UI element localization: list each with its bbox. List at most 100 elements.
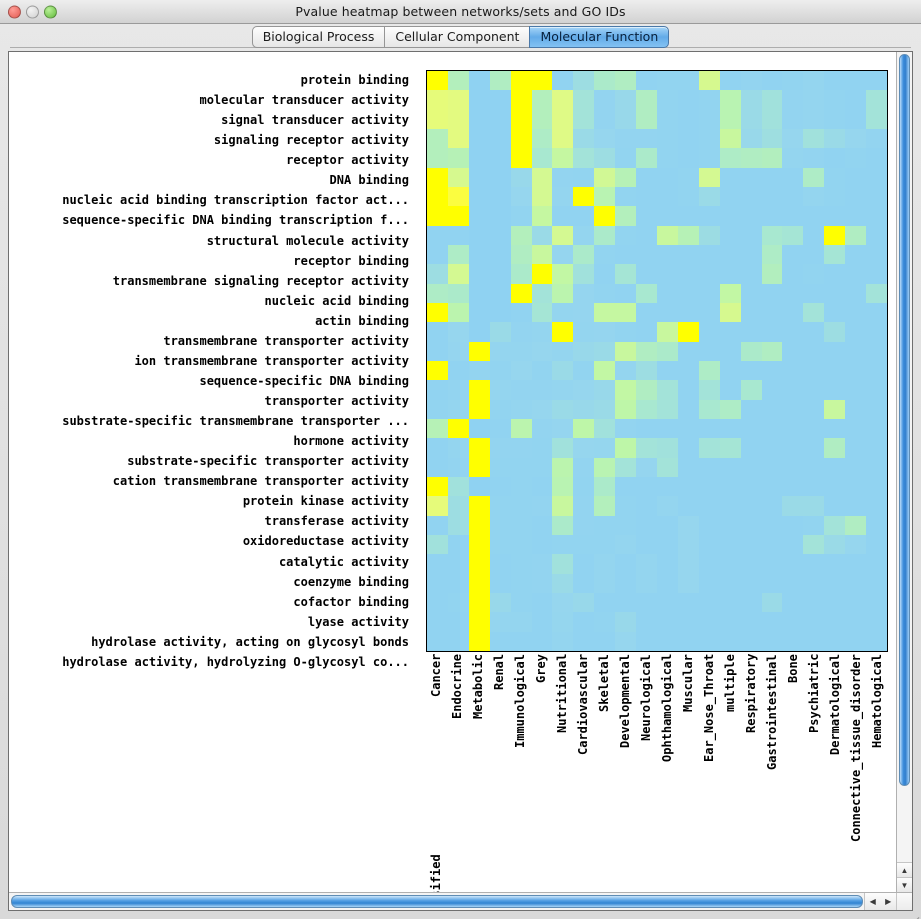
heatmap-cell[interactable] bbox=[866, 302, 887, 323]
heatmap-cell[interactable] bbox=[803, 128, 825, 149]
heatmap-cell[interactable] bbox=[740, 573, 762, 593]
heatmap-cell[interactable] bbox=[803, 438, 825, 458]
heatmap-cell[interactable] bbox=[656, 90, 678, 110]
heatmap-cell[interactable] bbox=[636, 476, 657, 497]
heatmap-cell[interactable] bbox=[719, 554, 741, 574]
heatmap-cell[interactable] bbox=[636, 283, 657, 303]
heatmap-cell[interactable] bbox=[636, 380, 657, 400]
heatmap-cell[interactable] bbox=[803, 360, 825, 381]
heatmap-cell[interactable] bbox=[740, 360, 762, 381]
heatmap-cell[interactable] bbox=[740, 302, 762, 323]
heatmap-cell[interactable] bbox=[510, 341, 532, 361]
heatmap-cell[interactable] bbox=[573, 496, 595, 516]
heatmap-cell[interactable] bbox=[698, 554, 720, 574]
heatmap-cell[interactable] bbox=[782, 554, 804, 574]
heatmap-cell[interactable] bbox=[531, 283, 553, 303]
heatmap-cell[interactable] bbox=[719, 496, 741, 516]
heatmap-cell[interactable] bbox=[824, 264, 846, 284]
heatmap-cell[interactable] bbox=[677, 264, 699, 284]
heatmap-cell[interactable] bbox=[531, 109, 553, 129]
heatmap-grid[interactable] bbox=[426, 70, 888, 652]
heatmap-cell[interactable] bbox=[761, 302, 783, 323]
heatmap-cell[interactable] bbox=[866, 90, 887, 110]
heatmap-cell[interactable] bbox=[468, 225, 490, 245]
heatmap-cell[interactable] bbox=[552, 399, 574, 419]
heatmap-cell[interactable] bbox=[615, 167, 637, 187]
heatmap-cell[interactable] bbox=[552, 71, 574, 91]
heatmap-cell[interactable] bbox=[782, 264, 804, 284]
heatmap-cell[interactable] bbox=[427, 71, 448, 91]
heatmap-cell[interactable] bbox=[427, 148, 448, 168]
heatmap-cell[interactable] bbox=[656, 631, 678, 651]
heatmap-cell[interactable] bbox=[845, 109, 867, 129]
heatmap-cell[interactable] bbox=[510, 438, 532, 458]
heatmap-cell[interactable] bbox=[866, 128, 887, 149]
heatmap-cell[interactable] bbox=[719, 360, 741, 381]
heatmap-cell[interactable] bbox=[489, 457, 511, 477]
heatmap-cell[interactable] bbox=[510, 109, 532, 129]
heatmap-cell[interactable] bbox=[824, 496, 846, 516]
heatmap-cell[interactable] bbox=[468, 206, 490, 226]
heatmap-cell[interactable] bbox=[468, 360, 490, 381]
heatmap-cell[interactable] bbox=[677, 399, 699, 419]
heatmap-cell[interactable] bbox=[489, 167, 511, 187]
heatmap-cell[interactable] bbox=[866, 148, 887, 168]
heatmap-cell[interactable] bbox=[489, 612, 511, 632]
heatmap-cell[interactable] bbox=[845, 71, 867, 91]
heatmap-cell[interactable] bbox=[803, 186, 825, 207]
heatmap-cell[interactable] bbox=[677, 341, 699, 361]
heatmap-cell[interactable] bbox=[824, 515, 846, 535]
heatmap-cell[interactable] bbox=[594, 264, 616, 284]
heatmap-cell[interactable] bbox=[761, 457, 783, 477]
heatmap-cell[interactable] bbox=[573, 380, 595, 400]
heatmap-cell[interactable] bbox=[677, 206, 699, 226]
heatmap-cell[interactable] bbox=[594, 399, 616, 419]
heatmap-cell[interactable] bbox=[594, 186, 616, 207]
heatmap-cell[interactable] bbox=[845, 534, 867, 555]
heatmap-cell[interactable] bbox=[427, 573, 448, 593]
heatmap-cell[interactable] bbox=[447, 380, 469, 400]
heatmap-cell[interactable] bbox=[656, 341, 678, 361]
heatmap-cell[interactable] bbox=[573, 302, 595, 323]
heatmap-cell[interactable] bbox=[447, 341, 469, 361]
heatmap-cell[interactable] bbox=[866, 225, 887, 245]
heatmap-cell[interactable] bbox=[573, 592, 595, 613]
heatmap-cell[interactable] bbox=[447, 302, 469, 323]
heatmap-cell[interactable] bbox=[427, 515, 448, 535]
heatmap-cell[interactable] bbox=[824, 573, 846, 593]
heatmap-cell[interactable] bbox=[782, 438, 804, 458]
heatmap-cell[interactable] bbox=[447, 631, 469, 651]
heatmap-cell[interactable] bbox=[761, 554, 783, 574]
heatmap-cell[interactable] bbox=[510, 71, 532, 91]
heatmap-cell[interactable] bbox=[782, 109, 804, 129]
heatmap-cell[interactable] bbox=[803, 573, 825, 593]
heatmap-cell[interactable] bbox=[615, 302, 637, 323]
zoom-button[interactable] bbox=[44, 5, 57, 18]
heatmap-cell[interactable] bbox=[782, 534, 804, 555]
heatmap-cell[interactable] bbox=[656, 476, 678, 497]
heatmap-cell[interactable] bbox=[740, 206, 762, 226]
heatmap-cell[interactable] bbox=[803, 418, 825, 439]
heatmap-cell[interactable] bbox=[427, 244, 448, 265]
heatmap-cell[interactable] bbox=[845, 554, 867, 574]
heatmap-cell[interactable] bbox=[656, 457, 678, 477]
heatmap-cell[interactable] bbox=[531, 148, 553, 168]
heatmap-cell[interactable] bbox=[698, 438, 720, 458]
heatmap-cell[interactable] bbox=[489, 592, 511, 613]
heatmap-cell[interactable] bbox=[636, 554, 657, 574]
heatmap-cell[interactable] bbox=[636, 186, 657, 207]
heatmap-cell[interactable] bbox=[468, 264, 490, 284]
heatmap-cell[interactable] bbox=[698, 496, 720, 516]
heatmap-cell[interactable] bbox=[615, 206, 637, 226]
heatmap-cell[interactable] bbox=[782, 128, 804, 149]
heatmap-cell[interactable] bbox=[489, 90, 511, 110]
heatmap-cell[interactable] bbox=[636, 631, 657, 651]
heatmap-cell[interactable] bbox=[468, 631, 490, 651]
horizontal-scrollbar[interactable]: ◀ ▶ bbox=[9, 892, 912, 910]
heatmap-cell[interactable] bbox=[782, 225, 804, 245]
heatmap-cell[interactable] bbox=[552, 283, 574, 303]
heatmap-cell[interactable] bbox=[531, 399, 553, 419]
heatmap-cell[interactable] bbox=[803, 612, 825, 632]
heatmap-cell[interactable] bbox=[489, 515, 511, 535]
heatmap-canvas[interactable]: protein binding molecular transducer acti… bbox=[9, 52, 896, 892]
